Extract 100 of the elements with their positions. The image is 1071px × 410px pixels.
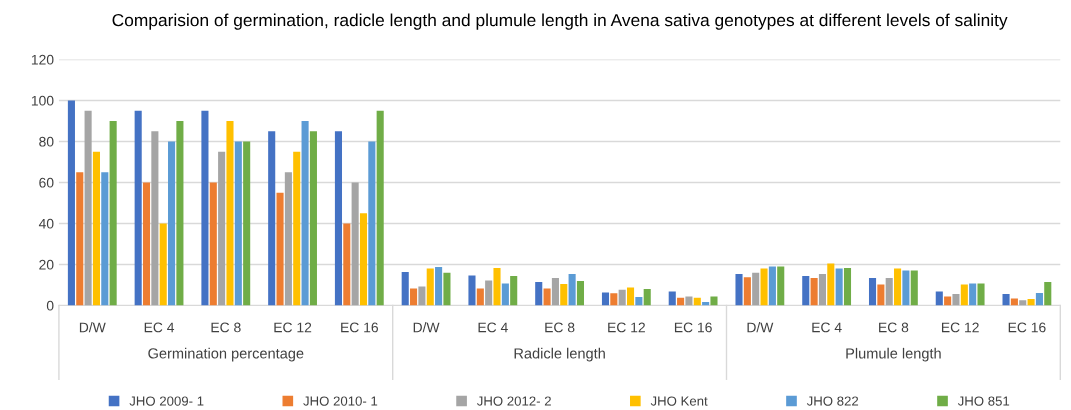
bar (768, 266, 776, 306)
x-tick-label: EC 12 (608, 322, 645, 333)
text: Plumule length (846, 347, 941, 362)
text: Germination percentage (148, 347, 304, 362)
y-tick-label: 100 (31, 95, 54, 106)
legend-label: JHO Kent (650, 396, 708, 406)
x-tick-label: D/W (747, 322, 774, 333)
bar (610, 293, 618, 306)
x-tick-label: EC 16 (341, 322, 379, 333)
x-tick-label: EC 8 (211, 322, 241, 333)
bar (268, 131, 276, 306)
bar (234, 141, 242, 306)
bar (710, 296, 718, 306)
chart-title: Comparision of germination, radicle length and plumule length in Avena sativa genotypes at different levels of salinity (112, 13, 1008, 30)
bar (843, 267, 852, 306)
bar (485, 280, 493, 306)
bar (1035, 292, 1043, 306)
bar (643, 289, 651, 306)
bar (84, 110, 92, 306)
legend-label: JHO 2012- 2 (476, 396, 551, 406)
bar (601, 292, 610, 306)
bar (76, 172, 84, 306)
x-tick-label: EC 8 (879, 322, 909, 333)
bar (668, 291, 676, 306)
bar (493, 267, 501, 306)
bar (576, 281, 585, 306)
x-tick-label: D/W (413, 322, 440, 333)
bar (334, 131, 342, 306)
y-tick-label: 80 (39, 136, 54, 147)
bar (501, 283, 509, 306)
bar (276, 192, 284, 306)
bar (877, 284, 885, 306)
bar (743, 277, 751, 306)
bar (209, 182, 217, 306)
y-tick-label: 0 (46, 300, 54, 311)
bar (359, 213, 368, 306)
bar (635, 297, 643, 306)
bar (368, 141, 376, 306)
x-tick-label: EC 16 (674, 322, 712, 333)
bar (376, 110, 384, 306)
legend-label: JHO 2010- 1 (303, 396, 378, 406)
bar (543, 288, 551, 306)
bar (944, 296, 952, 306)
legend-label: JHO 822 (806, 396, 859, 406)
bar (969, 283, 977, 306)
bar (401, 272, 409, 306)
bar (201, 110, 209, 306)
bar (560, 283, 568, 306)
bar (351, 182, 359, 306)
bar (418, 286, 426, 306)
bar (168, 141, 176, 306)
bar (960, 284, 968, 306)
bar (159, 223, 167, 306)
bar (677, 297, 685, 306)
y-tick-label: 40 (38, 218, 54, 229)
bar (760, 268, 768, 306)
x-tick-label: EC 12 (274, 322, 312, 333)
bar (67, 100, 75, 306)
bar (626, 287, 635, 306)
bar (101, 172, 109, 306)
bar (226, 120, 234, 306)
bar (827, 263, 835, 306)
bar (977, 283, 985, 306)
bar (476, 288, 484, 306)
bar (134, 110, 142, 306)
x-tick-label: EC 4 (812, 322, 842, 333)
bar (810, 277, 818, 306)
bar (868, 277, 877, 306)
bar (301, 120, 309, 306)
bar (894, 268, 902, 306)
x-tick-label: EC 8 (545, 322, 575, 333)
bar (243, 141, 251, 306)
bar (777, 266, 785, 306)
bar (1027, 299, 1035, 306)
y-tick-label: 60 (39, 177, 54, 188)
bar (568, 274, 576, 306)
bar (435, 266, 443, 306)
text: Radicle length (514, 347, 605, 362)
bar (1010, 298, 1018, 306)
bar (426, 268, 434, 306)
bar (218, 151, 226, 306)
y-tick-label: 120 (31, 54, 54, 65)
bar (343, 223, 351, 306)
bar (1002, 293, 1010, 306)
bar (935, 291, 943, 306)
bar (443, 272, 451, 306)
x-tick-label: EC 16 (1008, 322, 1046, 333)
y-tick-label: 20 (39, 259, 54, 270)
bar (176, 120, 184, 306)
bar (309, 131, 317, 306)
bar (109, 120, 117, 306)
bar (735, 274, 743, 306)
bar (802, 275, 810, 306)
bar (952, 293, 960, 306)
bar (468, 275, 476, 306)
bar (618, 289, 626, 306)
bar (902, 270, 910, 306)
x-tick-label: D/W (79, 322, 106, 333)
bar (818, 274, 827, 306)
legend-label: JHO 851 (957, 396, 1010, 406)
